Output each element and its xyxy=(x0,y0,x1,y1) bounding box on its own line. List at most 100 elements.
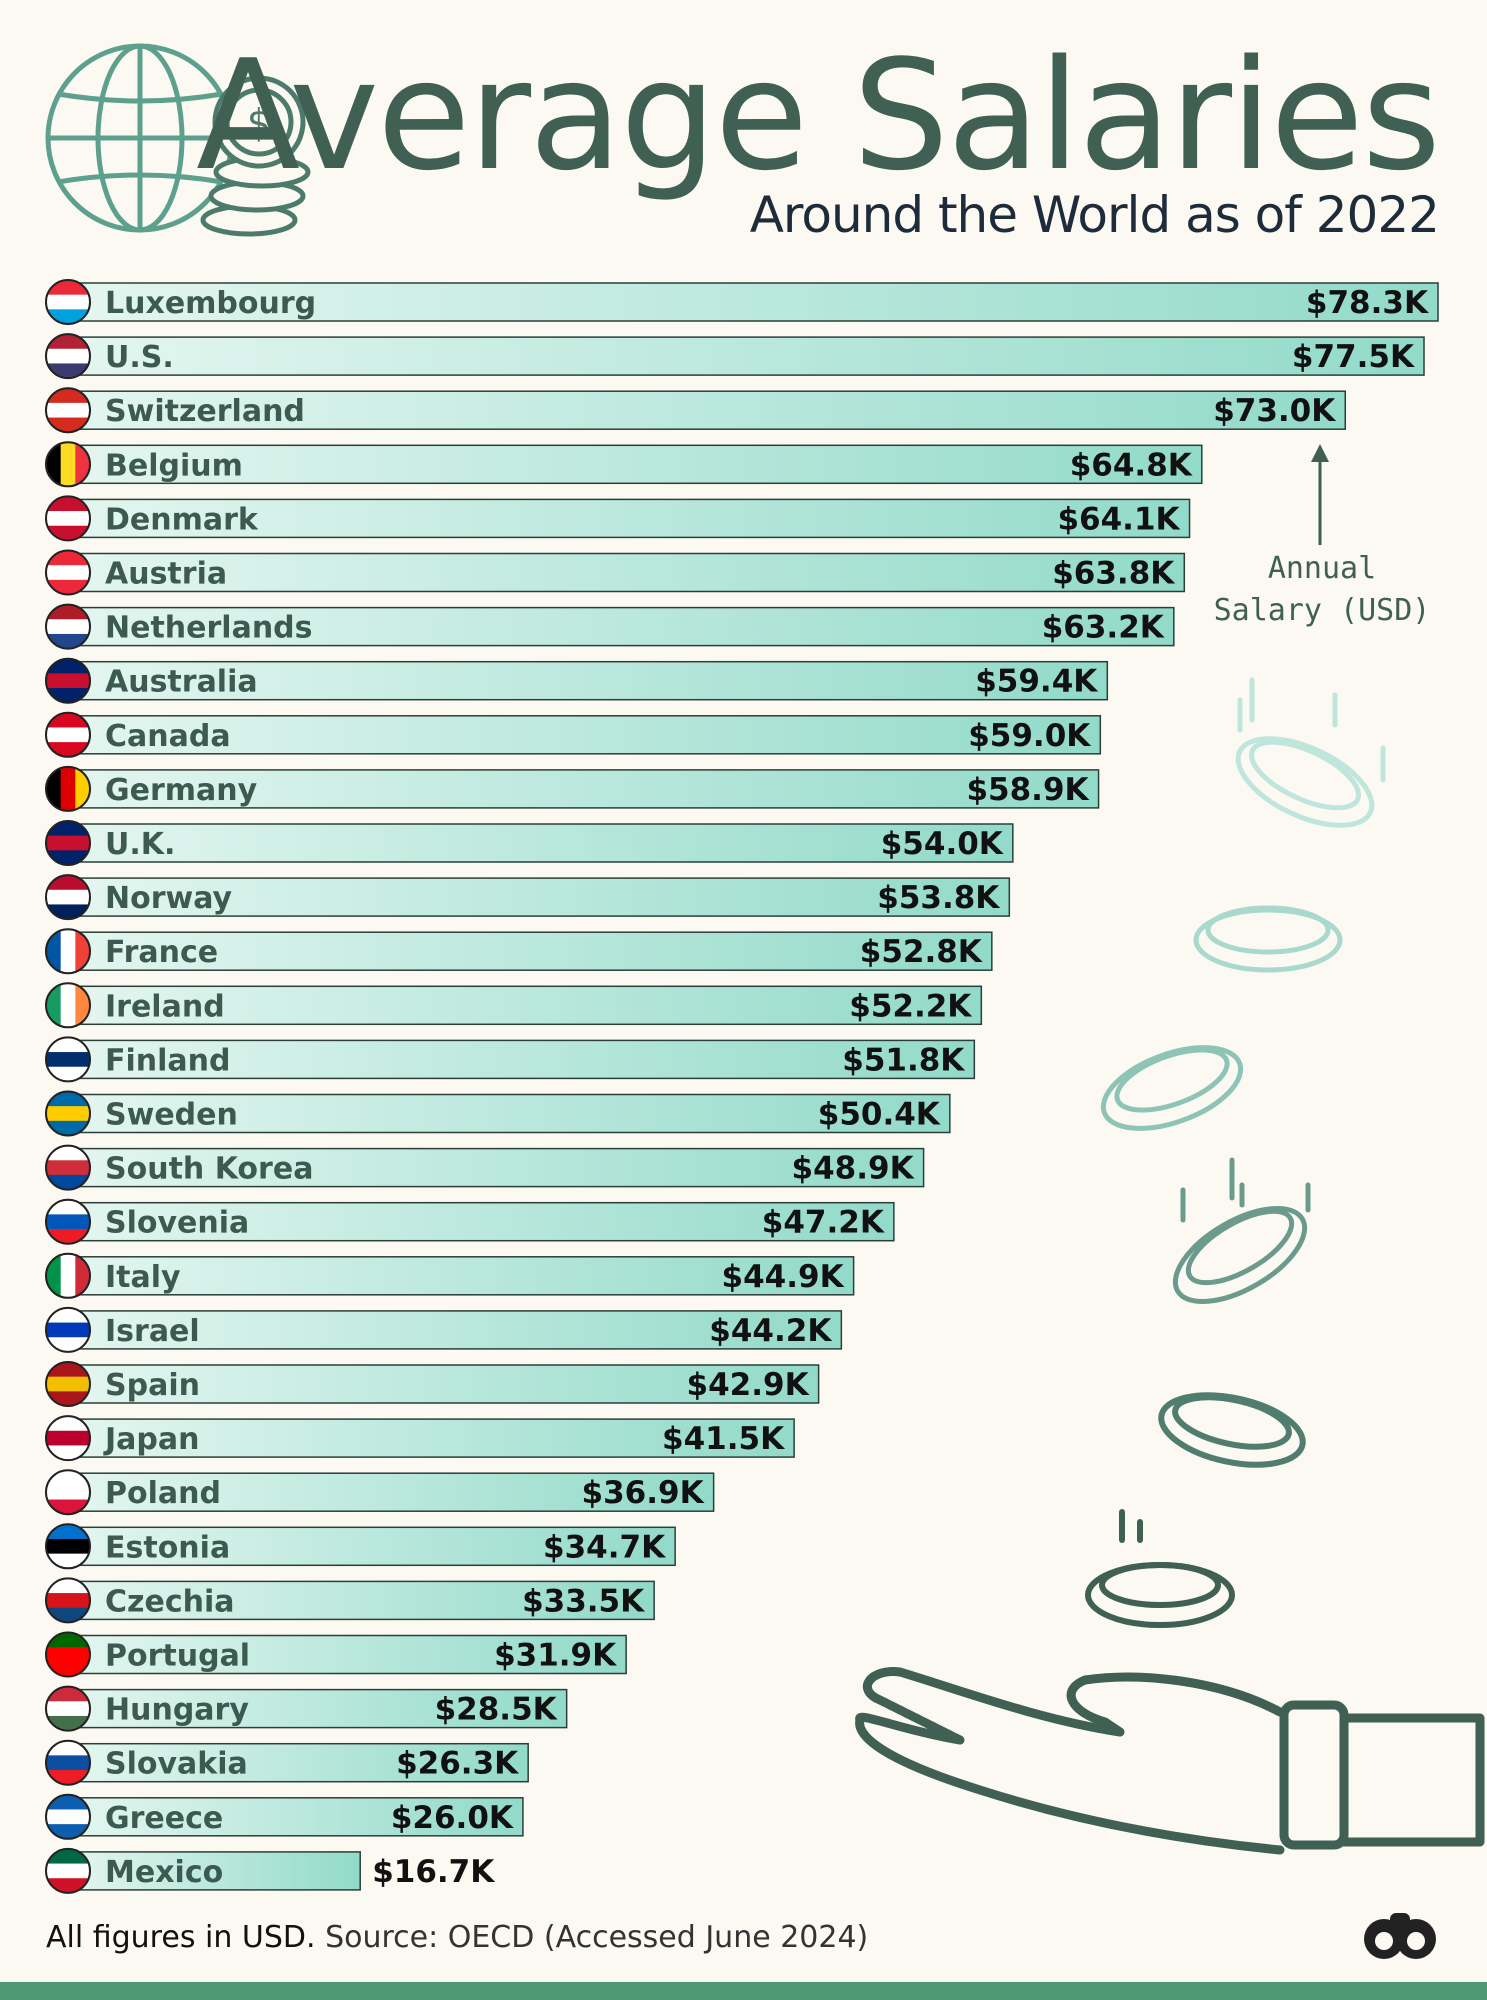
flag-belgium-icon xyxy=(46,442,90,487)
flag-finland-icon xyxy=(46,1037,90,1082)
value-label: $73.0K xyxy=(1213,393,1336,429)
flag-ring xyxy=(45,495,91,542)
category-label: Japan xyxy=(103,1422,199,1457)
flag-ring xyxy=(45,387,91,434)
flag-ring xyxy=(45,549,91,596)
bar-norway xyxy=(67,877,1011,917)
bar-slovakia xyxy=(67,1742,529,1783)
category-label: Portugal xyxy=(105,1639,250,1674)
category-label: Czechia xyxy=(105,1584,235,1619)
category-label: Australia xyxy=(105,665,258,700)
category-label: U.K. xyxy=(105,827,175,862)
flag-slovakia-icon xyxy=(46,1740,90,1785)
flag-ring xyxy=(45,1847,91,1894)
category-label: Mexico xyxy=(105,1855,223,1890)
flag-estonia-icon xyxy=(46,1524,90,1569)
flag-portugal-icon xyxy=(46,1632,90,1677)
flag-ring xyxy=(45,1144,91,1191)
flag-czechia-icon xyxy=(46,1578,90,1623)
value-label: $51.8K xyxy=(842,1042,965,1078)
flag-ring xyxy=(45,1469,91,1516)
flag-ring xyxy=(45,765,91,812)
flag-ring xyxy=(45,1523,91,1570)
flag-ring xyxy=(45,1685,91,1732)
flag-canada-icon xyxy=(46,712,90,757)
bar-belgium xyxy=(67,444,1203,485)
flag-switzerland-icon xyxy=(46,388,90,433)
flag-ring xyxy=(45,333,91,380)
binoculars-logo-icon xyxy=(1364,1913,1436,1959)
value-label: $44.9K xyxy=(722,1259,845,1295)
value-label: $78.3K xyxy=(1306,285,1429,321)
bar-slovenia xyxy=(67,1201,895,1242)
category-label: Slovenia xyxy=(105,1206,249,1241)
flag-australia-icon xyxy=(46,658,90,703)
category-label: Finland xyxy=(105,1043,231,1078)
bar-sweden xyxy=(67,1093,951,1134)
axis-annotation: Annual Salary (USD) xyxy=(1172,548,1472,632)
category-label: Estonia xyxy=(105,1530,230,1565)
category-label: U.S. xyxy=(105,340,174,375)
category-label: Denmark xyxy=(105,502,259,537)
value-label: $42.9K xyxy=(687,1367,810,1403)
flag-ring xyxy=(45,1361,91,1407)
bar-italy xyxy=(67,1256,855,1296)
flag-italy-icon xyxy=(46,1253,90,1298)
value-label: $63.2K xyxy=(1042,610,1165,646)
bar-estonia xyxy=(67,1526,676,1567)
flag-ring xyxy=(45,1036,91,1083)
value-label: $59.4K xyxy=(975,664,1098,700)
value-label: $48.9K xyxy=(792,1151,915,1187)
source-footer: All figures in USD. Source: OECD (Access… xyxy=(46,1920,868,1955)
flag-ring xyxy=(45,1793,91,1840)
bar-portugal xyxy=(67,1634,627,1675)
footer-source: Source: OECD (Accessed June 2024) xyxy=(325,1920,869,1955)
category-label: Greece xyxy=(105,1801,223,1836)
category-label: Luxembourg xyxy=(105,286,316,321)
flag-ring xyxy=(45,928,91,975)
bottom-brand-strip xyxy=(0,1982,1487,2000)
flag-greece-icon xyxy=(46,1794,90,1839)
value-label: $53.8K xyxy=(877,880,1000,916)
flag-ring xyxy=(45,711,91,758)
flag-u-s--icon xyxy=(46,334,90,379)
bar-south-korea xyxy=(67,1147,925,1188)
flag-luxembourg-icon xyxy=(46,280,90,324)
flag-ring xyxy=(45,1631,91,1678)
flag-ring xyxy=(45,1306,91,1353)
category-label: Austria xyxy=(105,557,227,592)
value-label: $33.5K xyxy=(522,1583,645,1619)
annotation-line-1: Annual xyxy=(1267,551,1377,586)
value-label: $77.5K xyxy=(1292,339,1415,375)
category-label: Canada xyxy=(105,719,231,754)
value-label: $47.2K xyxy=(762,1205,885,1241)
bar-czechia xyxy=(67,1580,655,1621)
value-label: $63.8K xyxy=(1052,556,1175,592)
flag-ring xyxy=(45,1577,91,1624)
flag-denmark-icon xyxy=(46,496,90,541)
flag-ring xyxy=(45,820,91,866)
page-subtitle: Around the World as of 2022 xyxy=(749,186,1440,244)
category-label: Israel xyxy=(105,1314,200,1349)
flag-ireland-icon xyxy=(46,983,90,1028)
bar-finland xyxy=(67,1039,976,1080)
flag-poland-icon xyxy=(46,1470,90,1515)
bar-netherlands xyxy=(67,606,1175,647)
svg-text:$: $ xyxy=(247,101,271,145)
bar-ireland xyxy=(67,985,983,1026)
flag-ring xyxy=(45,1090,91,1137)
category-label: Slovakia xyxy=(105,1747,248,1782)
globe-coins-icon: $ xyxy=(45,43,311,237)
bar-greece xyxy=(67,1797,524,1837)
bar-luxembourg xyxy=(67,282,1439,322)
value-label: $26.0K xyxy=(391,1800,514,1836)
flag-ring xyxy=(45,1739,91,1786)
flag-ring xyxy=(45,874,91,921)
bar-mexico xyxy=(67,1851,361,1891)
flag-norway-icon xyxy=(46,875,90,920)
flag-ring xyxy=(45,657,91,704)
category-label: Belgium xyxy=(105,448,243,483)
bar-japan xyxy=(67,1418,795,1458)
